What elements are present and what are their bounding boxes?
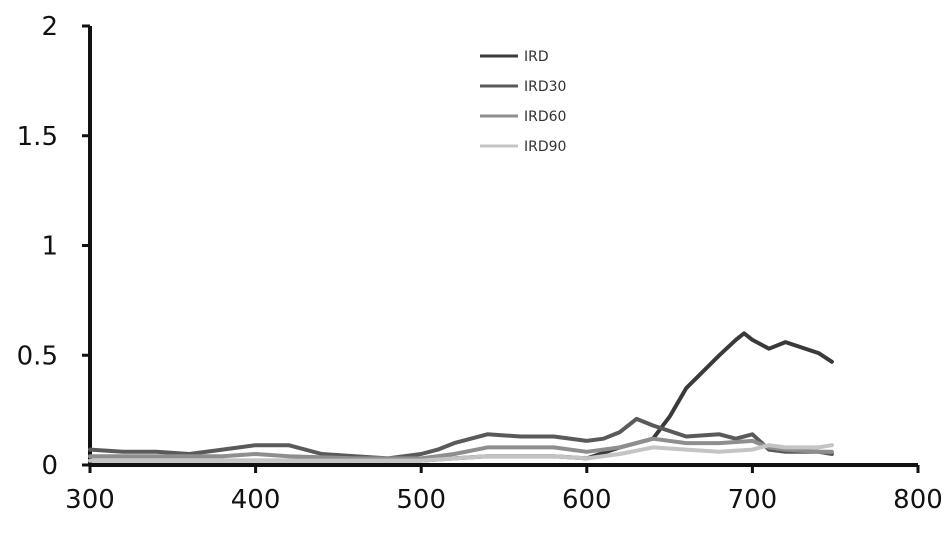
y-tick-label: 1 [41,232,58,262]
x-tick-label: 500 [396,485,446,515]
legend-label-ird60: IRD60 [524,109,566,125]
legend: IRD IRD30 IRD60 IRD90 [480,49,566,155]
y-tick-label: 2 [41,12,58,42]
x-tick-label: 800 [893,485,943,515]
x-tick-label: 600 [562,485,612,515]
y-tick-label: 0.5 [17,341,58,371]
axes: 0 0.5 1 1.5 2 300 400 500 600 700 800 [17,12,943,515]
legend-label-ird90: IRD90 [524,139,566,155]
series-line-ird90 [88,443,834,463]
y-tick-label: 1.5 [17,122,58,152]
series-layer [88,331,834,463]
x-tick-label: 700 [728,485,778,515]
x-tick-label: 300 [65,485,115,515]
x-tick-label: 400 [231,485,281,515]
legend-label-ird: IRD [524,49,549,65]
y-tick-label: 0 [41,451,58,481]
legend-label-ird30: IRD30 [524,79,566,95]
series-line-ird30 [88,416,834,461]
